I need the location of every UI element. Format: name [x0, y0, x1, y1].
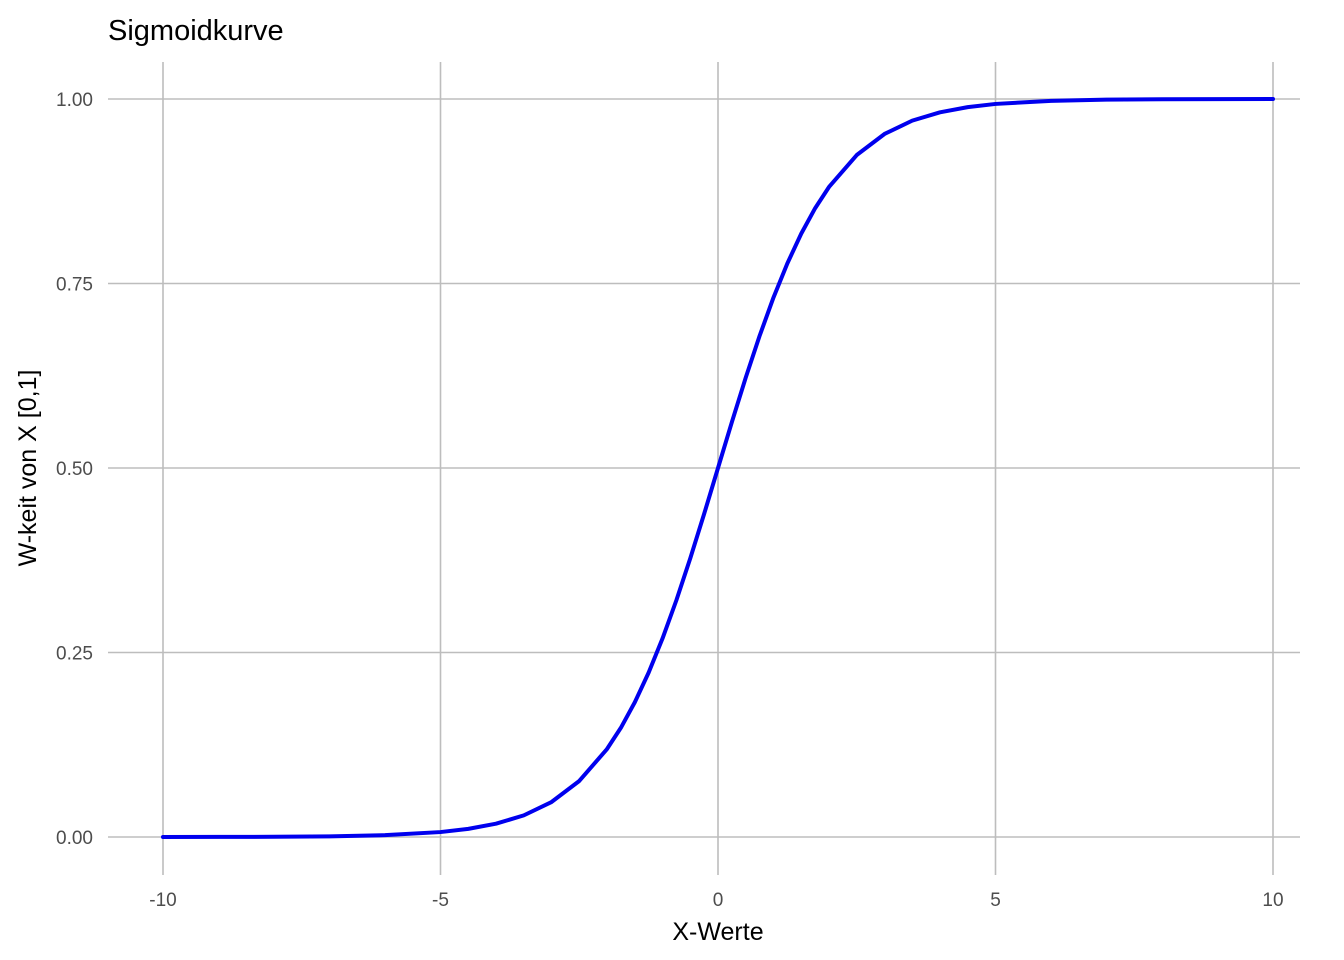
y-tick-label: 0.50: [56, 459, 93, 480]
x-tick-label: -5: [432, 890, 449, 911]
y-tick-label: 1.00: [56, 90, 93, 111]
y-tick-labels: 0.00 0.25 0.50 0.75 1.00: [56, 90, 93, 849]
x-tick-label: -10: [149, 890, 176, 911]
x-tick-label: 10: [1262, 890, 1283, 911]
y-tick-label: 0.75: [56, 275, 93, 296]
sigmoid-curve-line: [161, 97, 1275, 839]
x-axis-title: X-Werte: [672, 918, 763, 946]
x-tick-labels: -10 -5 0 5 10: [149, 890, 1283, 911]
x-tick-label: 5: [990, 890, 1001, 911]
y-tick-label: 0.25: [56, 644, 93, 665]
x-tick-label: 0: [713, 890, 724, 911]
y-gridlines: [108, 98, 1300, 838]
y-axis-title: W-keit von X [0,1]: [14, 370, 42, 567]
y-tick-label: 0.00: [56, 828, 93, 849]
chart-title: Sigmoidkurve: [108, 15, 284, 47]
